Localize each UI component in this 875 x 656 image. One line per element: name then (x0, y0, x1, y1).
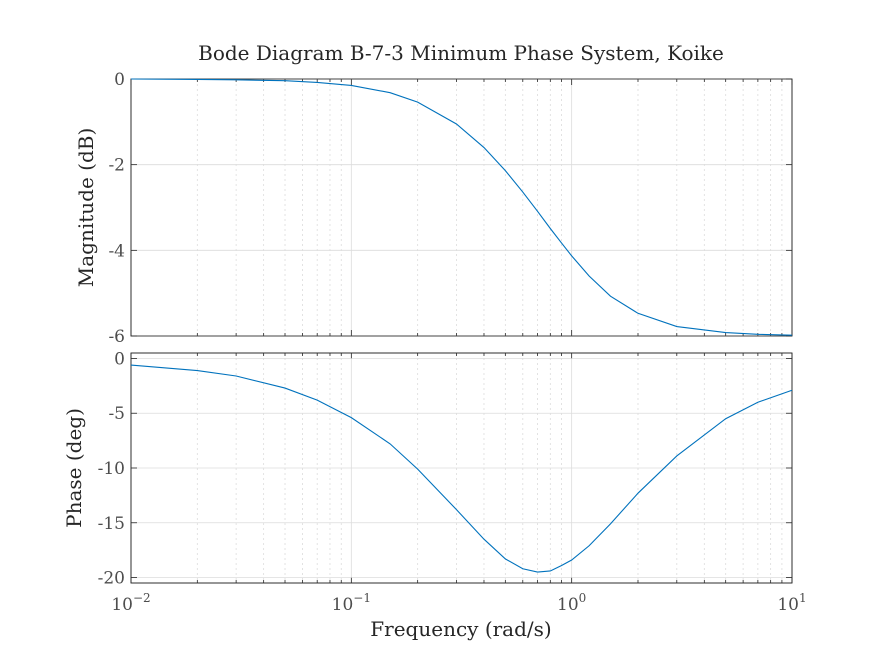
y-tick-label: -20 (98, 569, 125, 589)
y-tick-label: -10 (98, 459, 125, 479)
y-tick-label: 0 (114, 70, 125, 90)
x-tick-label: 10−2 (111, 591, 150, 615)
x-tick-label: 10−1 (332, 591, 371, 615)
x-axis-label: Frequency (rad/s) (370, 617, 551, 641)
panels-layer: 0 -2 -4 -6 Magnitude (dB) 0 -5 -10 -15 -20 Phase (… (62, 70, 807, 615)
plot-area (130, 78, 793, 337)
chart-title: Bode Diagram B-7-3 Minimum Phase System,… (198, 41, 724, 65)
phase-panel: 0 -5 -10 -15 -20 Phase (deg) (62, 349, 793, 589)
magnitude-series-line (130, 78, 793, 336)
plot-frame (130, 78, 793, 337)
y-tick-label: -6 (108, 327, 125, 347)
x-tick-label: 101 (777, 591, 806, 615)
plot-frame (130, 352, 793, 584)
y-tick-label: -4 (108, 241, 125, 261)
x-tick-label: 100 (557, 591, 586, 615)
y-tick-label: 0 (114, 349, 125, 369)
y-tick-label: -2 (108, 156, 125, 176)
magnitude-axis-label: Magnitude (dB) (74, 128, 98, 288)
phase-axis-label: Phase (deg) (62, 408, 86, 528)
y-tick-label: -15 (98, 514, 125, 534)
phase-series-line (130, 364, 793, 573)
magnitude-panel: 0 -2 -4 -6 Magnitude (dB) (74, 70, 793, 347)
y-tick-label: -5 (108, 404, 125, 424)
